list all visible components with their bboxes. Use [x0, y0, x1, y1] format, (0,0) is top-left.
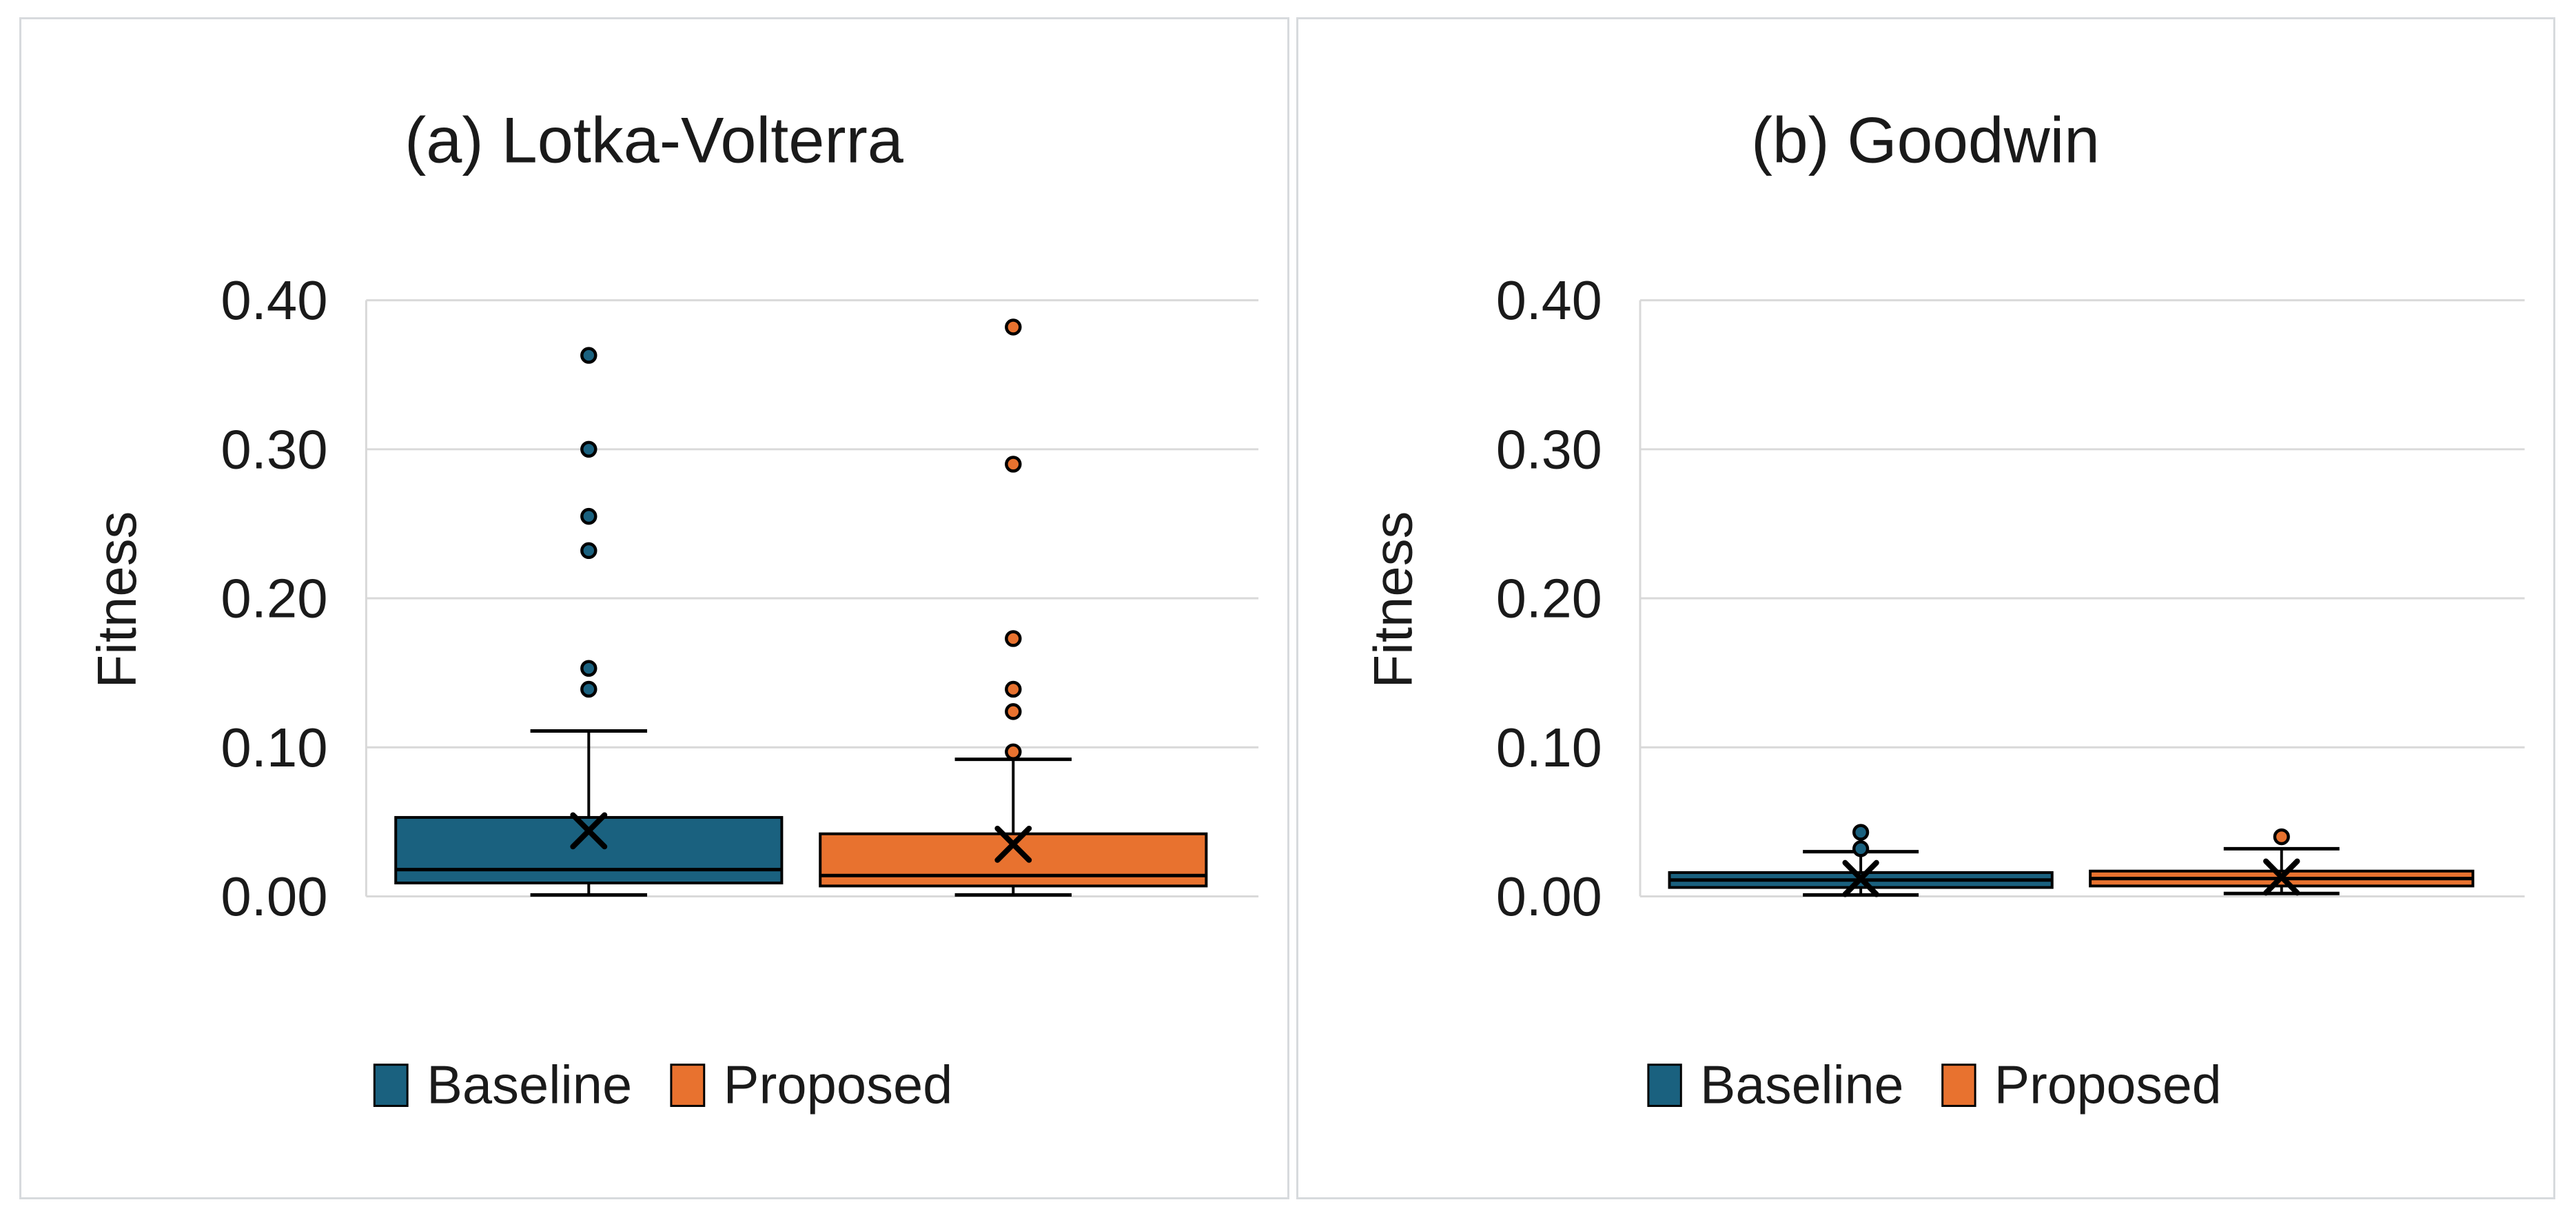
- y-tick-label: 0.40: [1496, 270, 1602, 331]
- outlier-point: [580, 660, 597, 677]
- legend-label-baseline: Baseline: [427, 1056, 632, 1115]
- outlier-point: [580, 347, 597, 364]
- outlier-point: [580, 507, 597, 525]
- outlier-point: [580, 440, 597, 458]
- mean-marker: [1842, 860, 1879, 897]
- y-tick-label: 0.30: [1496, 418, 1602, 480]
- outlier-point: [1852, 824, 1870, 841]
- legend-swatch-baseline: [373, 1064, 409, 1107]
- iqr-box: [819, 832, 1208, 888]
- mean-marker: [2263, 858, 2300, 896]
- panel-goodwin: 0.00 0.10 0.20 0.30 0.40 (b) Goodwin Fitness Ba…: [1296, 17, 2555, 1199]
- y-axis-title: Fitness: [86, 511, 147, 689]
- outlier-point: [2273, 828, 2290, 846]
- y-tick-label: 0.40: [221, 270, 327, 331]
- y-tick-label: 0.30: [221, 418, 327, 480]
- y-tick-label: 0.10: [1496, 717, 1602, 778]
- outlier-point: [580, 542, 597, 560]
- box-group-proposed: [819, 318, 1208, 897]
- outlier-point: [1005, 456, 1022, 473]
- box-group-proposed: [2089, 828, 2475, 896]
- legend-label-proposed: Proposed: [1994, 1055, 2222, 1115]
- y-tick-label: 0.10: [221, 717, 327, 778]
- outlier-point: [1852, 840, 1870, 857]
- outlier-point: [1005, 630, 1022, 647]
- legend-swatch-proposed: [670, 1064, 706, 1107]
- boxplot-chart-lotka-volterra: 0.00 0.10 0.20 0.30 0.40 (a) Lotka-Volterra Fi…: [86, 103, 1259, 1115]
- outlier-point: [580, 680, 597, 698]
- legend-label-proposed: Proposed: [724, 1056, 953, 1115]
- outlier-point: [1005, 703, 1022, 720]
- box-group-baseline: [394, 347, 784, 897]
- chart-title: (b) Goodwin: [1751, 104, 2100, 176]
- legend-label-baseline: Baseline: [1700, 1055, 1904, 1115]
- y-tick-label: 0.20: [1496, 567, 1602, 629]
- mean-marker: [994, 825, 1032, 863]
- mean-marker: [570, 812, 608, 850]
- outlier-point: [1005, 318, 1022, 336]
- y-tick-label: 0.00: [1496, 866, 1602, 927]
- outlier-point: [1005, 680, 1022, 698]
- y-axis-title: Fitness: [1362, 511, 1424, 689]
- y-tick-label: 0.00: [221, 866, 327, 927]
- chart-title: (a) Lotka-Volterra: [405, 103, 904, 176]
- y-tick-label: 0.20: [221, 568, 327, 629]
- box-group-baseline: [1668, 824, 2054, 897]
- legend-swatch-proposed: [1941, 1064, 1976, 1107]
- boxplot-chart-goodwin: 0.00 0.10 0.20 0.30 0.40 (b) Goodwin Fitness Ba…: [1362, 104, 2525, 1115]
- panel-lotka-volterra: 0.00 0.10 0.20 0.30 0.40 (a) Lotka-Volterra Fi…: [19, 17, 1289, 1199]
- legend-swatch-baseline: [1647, 1064, 1682, 1107]
- outlier-point: [1005, 743, 1022, 760]
